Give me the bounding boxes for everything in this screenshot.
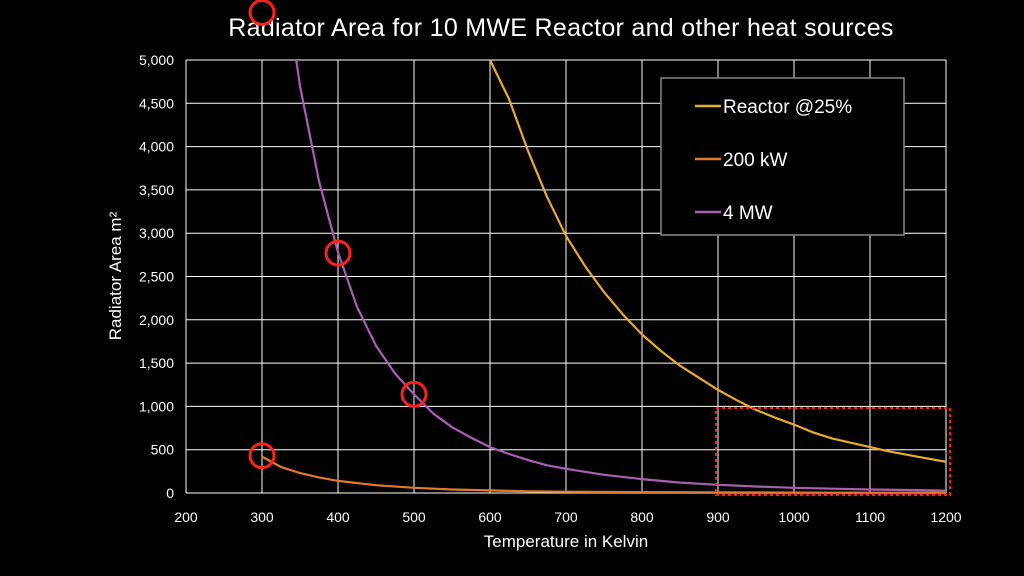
y-tick-label: 3,000	[139, 225, 174, 241]
x-tick-label: 800	[630, 509, 654, 525]
x-tick-label: 700	[554, 509, 578, 525]
x-axis-title: Temperature in Kelvin	[484, 532, 648, 551]
y-tick-label: 5,000	[139, 52, 174, 68]
series-line-1	[489, 60, 946, 463]
x-tick-label: 200	[174, 509, 198, 525]
x-tick-label: 400	[326, 509, 350, 525]
annotation-circle	[248, 0, 276, 26]
y-tick-label: 1,500	[139, 355, 174, 371]
x-tick-label: 600	[478, 509, 502, 525]
x-tick-label: 500	[402, 509, 426, 525]
annotation-circle	[400, 380, 428, 408]
tick-labels: 200 300 400 500 600 700 800 900 1000 1100 1200 0 500…	[139, 52, 962, 525]
y-tick-label: 500	[151, 442, 175, 458]
x-tick-label: 300	[250, 509, 274, 525]
series-layer	[261, 60, 946, 493]
legend-label: 200 kW	[723, 150, 787, 171]
legend-label: Reactor @25%	[723, 97, 852, 118]
series-line-3	[295, 60, 946, 492]
y-axis-title: Radiator Area m²	[106, 211, 125, 340]
legend-label: 4 MW	[723, 203, 773, 224]
x-tick-label: 1100	[855, 509, 885, 525]
legend: Reactor @25% 200 kW 4 MW	[660, 77, 905, 236]
series-line-2	[261, 455, 946, 493]
x-tick-label: 900	[706, 509, 730, 525]
y-tick-label: 2,500	[139, 269, 174, 285]
chart-title: Radiator Area for 10 MWE Reactor and oth…	[228, 14, 894, 42]
y-tick-label: 4,000	[139, 139, 174, 155]
annotation-layer	[248, 0, 951, 496]
y-tick-label: 1,000	[139, 398, 174, 414]
annotation-highlight-box	[715, 407, 951, 496]
legend-box	[660, 77, 905, 236]
x-tick-label: 1000	[778, 509, 809, 525]
y-tick-label: 3,500	[139, 182, 174, 198]
y-tick-label: 2,000	[139, 312, 174, 328]
annotation-circle	[248, 442, 276, 470]
x-tick-label: 1200	[930, 509, 961, 525]
annotation-circle	[324, 239, 352, 267]
y-tick-label: 0	[166, 485, 174, 501]
y-tick-label: 4,500	[139, 95, 174, 111]
